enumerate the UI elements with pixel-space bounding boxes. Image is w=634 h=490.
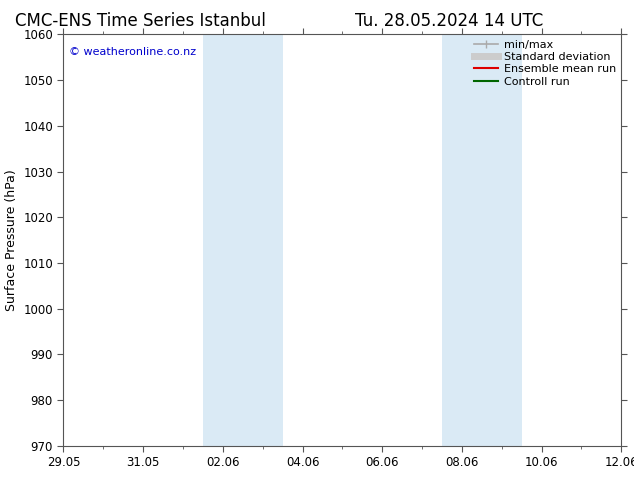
Text: © weatheronline.co.nz: © weatheronline.co.nz xyxy=(69,47,196,57)
Text: CMC-ENS Time Series Istanbul: CMC-ENS Time Series Istanbul xyxy=(15,12,266,30)
Bar xyxy=(203,34,283,446)
Y-axis label: Surface Pressure (hPa): Surface Pressure (hPa) xyxy=(4,169,18,311)
Text: Tu. 28.05.2024 14 UTC: Tu. 28.05.2024 14 UTC xyxy=(355,12,543,30)
Legend: min/max, Standard deviation, Ensemble mean run, Controll run: min/max, Standard deviation, Ensemble me… xyxy=(474,40,616,87)
Bar xyxy=(442,34,522,446)
